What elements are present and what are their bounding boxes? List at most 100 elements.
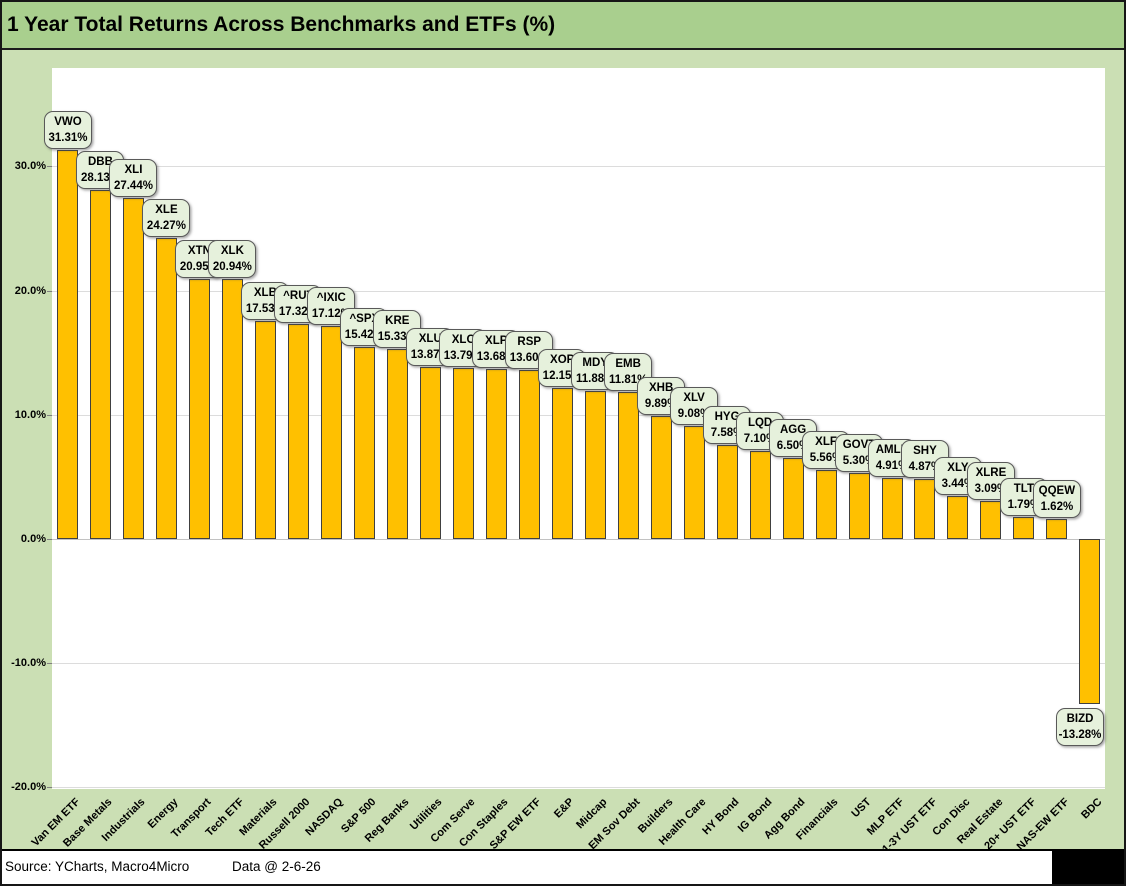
- bar-xop[interactable]: [551, 388, 573, 539]
- bar-xli[interactable]: [122, 198, 144, 539]
- bar-xhb[interactable]: [650, 416, 672, 539]
- gridline-30: [52, 166, 1105, 168]
- ticker-text: XLV: [683, 392, 705, 405]
- ticker-text: RSP: [517, 336, 542, 349]
- ticker-text: MDY: [582, 357, 608, 370]
- y-tick-mark: [47, 414, 52, 416]
- ticker-text: XLK: [220, 244, 244, 257]
- bar-bizd[interactable]: [1079, 539, 1101, 704]
- ticker-text: AGG: [779, 424, 807, 437]
- data-label-xle[interactable]: XLE 24.27%: [142, 198, 191, 237]
- ticker-text: XLU: [418, 332, 442, 345]
- bar-xlk[interactable]: [221, 278, 243, 539]
- bar-xlp[interactable]: [485, 369, 507, 539]
- value-text: 27.44%: [113, 180, 153, 193]
- value-text: 9.08%: [677, 408, 711, 421]
- value-text: 5.30%: [842, 455, 876, 468]
- value-text: 7.10%: [743, 432, 777, 445]
- ticker-text: XLI: [124, 164, 143, 177]
- ticker-text: TLT: [1013, 482, 1035, 495]
- value-text: 4.91%: [875, 460, 909, 473]
- bar-shy[interactable]: [914, 478, 936, 539]
- y-tick-mark: [47, 663, 52, 665]
- data-label-xlk[interactable]: XLK 20.94%: [208, 239, 257, 278]
- bar-amlp[interactable]: [881, 478, 903, 539]
- value-text: 3.09%: [974, 482, 1008, 495]
- y-tick-mark: [47, 166, 52, 168]
- value-text: 4.87%: [908, 460, 942, 473]
- ticker-text: LQD: [747, 416, 773, 429]
- bar-xlc[interactable]: [452, 367, 474, 539]
- page-title: 1 Year Total Returns Across Benchmarks a…: [7, 13, 556, 36]
- bar-xlre[interactable]: [980, 500, 1002, 539]
- data-date-text: Data @ 2-6-26: [232, 859, 321, 874]
- data-label-xhb[interactable]: XHB 9.89%: [637, 377, 686, 416]
- value-text: 5.56%: [809, 451, 843, 464]
- ticker-text: XOP: [550, 354, 575, 367]
- ticker-text: XTN: [187, 244, 211, 257]
- value-text: 7.58%: [710, 426, 744, 439]
- bar-xle[interactable]: [155, 237, 177, 539]
- bar-rsp[interactable]: [518, 370, 540, 539]
- data-label-qqew[interactable]: QQEW 1.62%: [1032, 479, 1081, 518]
- ticker-text: XLY: [947, 462, 969, 475]
- bar-govt[interactable]: [848, 473, 870, 539]
- bar-ixic[interactable]: [320, 326, 342, 539]
- redacted-box: [1052, 851, 1124, 884]
- bar-kre[interactable]: [386, 348, 408, 539]
- ticker-text: XLC: [451, 333, 475, 346]
- value-text: 6.50%: [776, 440, 810, 453]
- ticker-text: EMB: [615, 358, 641, 371]
- bar-tlt[interactable]: [1013, 516, 1035, 539]
- bar-qqew[interactable]: [1046, 518, 1068, 539]
- gridline-10: [52, 414, 1105, 416]
- bar-agg[interactable]: [782, 458, 804, 539]
- bar-vwo[interactable]: [57, 150, 78, 539]
- bar-lqd[interactable]: [749, 450, 771, 539]
- y-tick-mark: [47, 539, 52, 540]
- plot-area: [52, 68, 1105, 789]
- value-text: 9.89%: [644, 398, 678, 411]
- ticker-text: SHY: [913, 444, 937, 457]
- footer-bar: Source: YCharts, Macro4Micro Data @ 2-6-…: [2, 849, 1124, 884]
- data-label-xli[interactable]: XLI 27.44%: [109, 159, 158, 198]
- ticker-text: VWO: [54, 116, 82, 129]
- bar-hyg[interactable]: [716, 444, 738, 539]
- y-tick-label: -10.0%: [11, 657, 46, 670]
- ticker-text: XLP: [485, 335, 508, 348]
- source-text: Source: YCharts, Macro4Micro: [5, 859, 190, 874]
- bar-xtn[interactable]: [188, 278, 210, 539]
- y-tick-label: 0.0%: [20, 533, 46, 545]
- value-text: -13.28%: [1058, 728, 1102, 741]
- ticker-text: ^SPX: [349, 313, 380, 326]
- value-text: 31.31%: [48, 132, 88, 145]
- value-text: 1.79%: [1007, 498, 1041, 511]
- bar-xlv[interactable]: [683, 426, 705, 539]
- ticker-text: KRE: [385, 314, 410, 327]
- title-bar: 1 Year Total Returns Across Benchmarks a…: [2, 2, 1124, 50]
- bar-xlu[interactable]: [419, 366, 441, 539]
- bar-rut[interactable]: [287, 323, 309, 539]
- ticker-text: XLB: [253, 287, 277, 300]
- bar-emb[interactable]: [617, 392, 639, 539]
- ticker-text: HYG: [714, 410, 740, 423]
- data-label-bizd[interactable]: BIZD -13.28%: [1056, 707, 1104, 746]
- y-tick-label: 30.0%: [14, 160, 46, 173]
- ticker-text: DBB: [88, 155, 113, 168]
- bar-xly[interactable]: [947, 496, 969, 539]
- value-text: 3.44%: [941, 478, 975, 491]
- y-tick-label: 10.0%: [14, 408, 46, 421]
- bar-spx[interactable]: [353, 347, 375, 539]
- bar-dbb[interactable]: [89, 189, 111, 539]
- ticker-text: XHB: [648, 382, 674, 395]
- value-text: 1.62%: [1040, 500, 1074, 513]
- bar-mdy[interactable]: [584, 391, 606, 539]
- gridline--20: [52, 787, 1105, 789]
- bar-xlf[interactable]: [815, 469, 837, 539]
- data-label-lqd[interactable]: LQD 7.10%: [736, 411, 785, 450]
- data-label-hyg[interactable]: HYG 7.58%: [703, 405, 752, 444]
- bar-xlb[interactable]: [254, 321, 276, 539]
- data-label-vwo[interactable]: VWO 31.31%: [44, 111, 92, 150]
- data-label-agg[interactable]: AGG 6.50%: [769, 419, 818, 458]
